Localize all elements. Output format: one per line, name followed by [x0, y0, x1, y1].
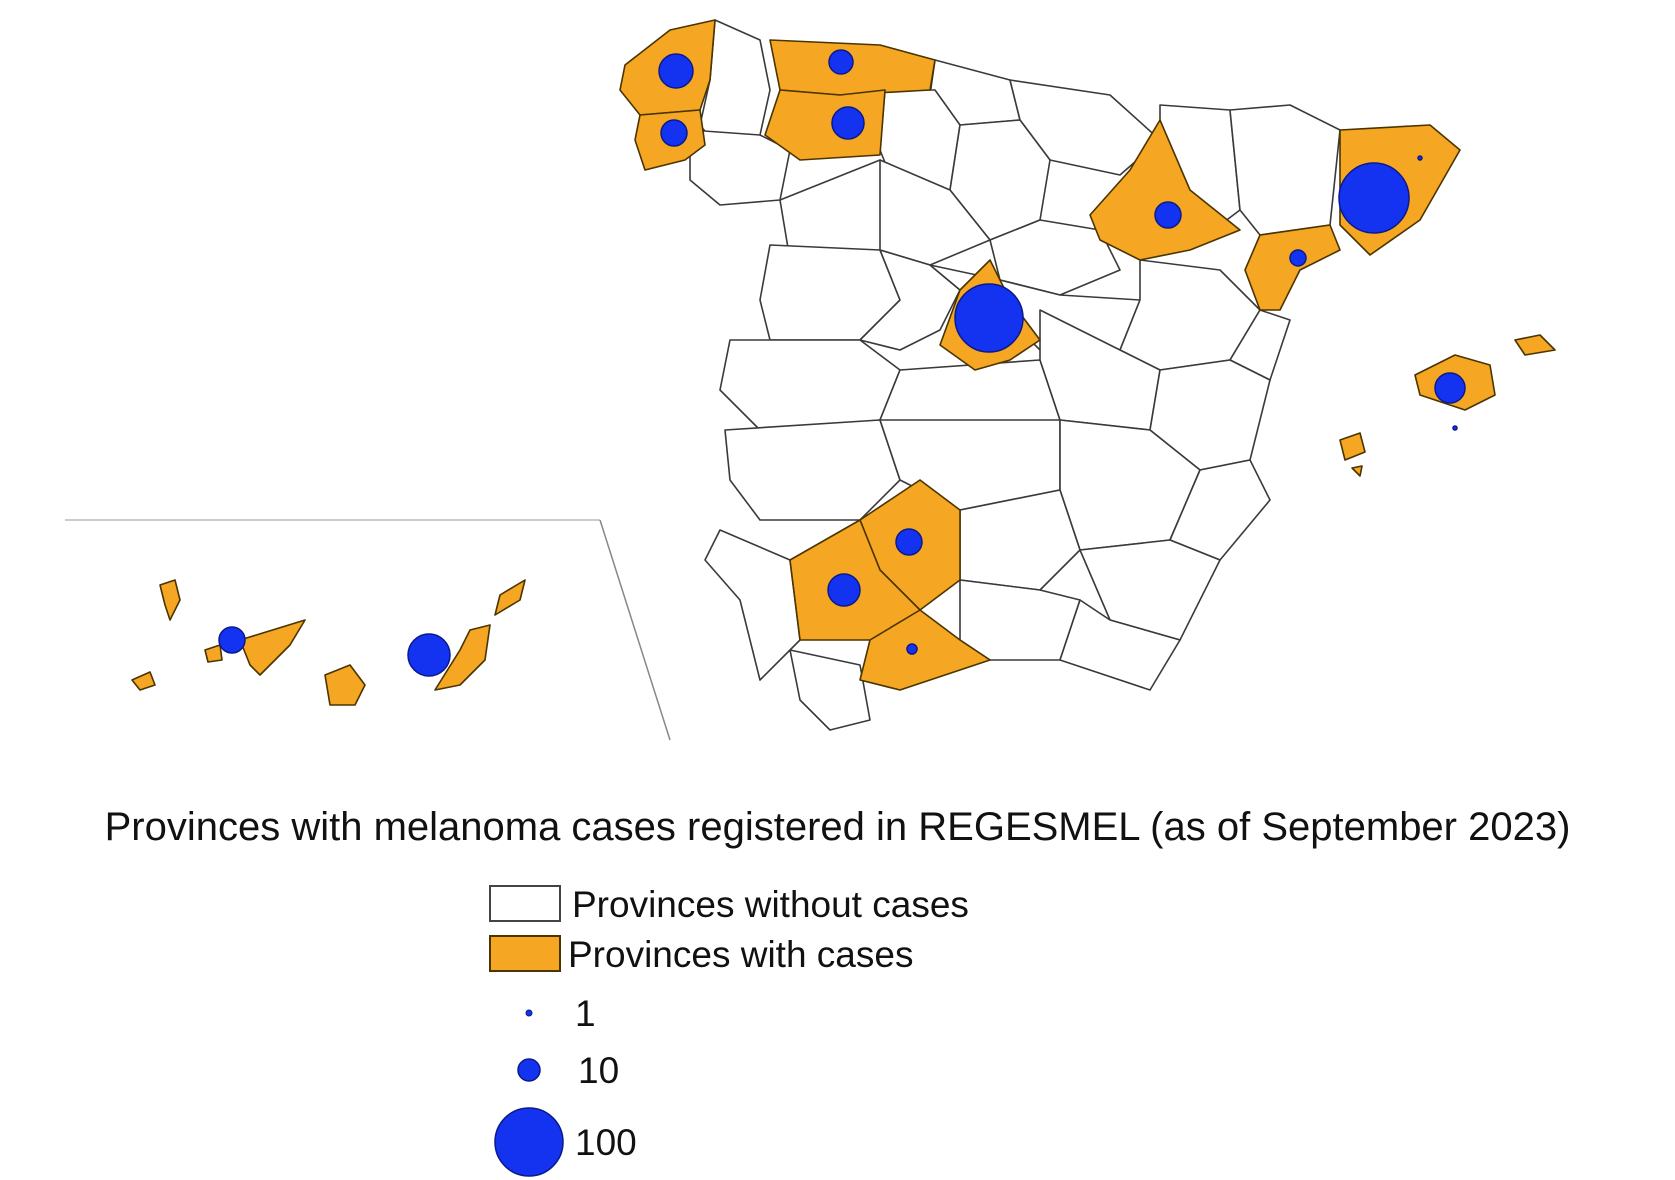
cases-circle-tenerife — [218, 626, 246, 654]
cases-circle-asturias — [828, 49, 854, 75]
province-valladolid — [879, 159, 991, 266]
cases-circle-mallorca — [1434, 372, 1466, 404]
island-tenerife — [239, 619, 306, 676]
province-alicante — [1169, 459, 1271, 561]
province-caceres — [719, 339, 901, 431]
legend-circle-100 — [494, 1107, 564, 1177]
province-murcia — [1079, 539, 1221, 641]
legend-label-100: 100 — [575, 1122, 637, 1163]
cases-circle-leon — [831, 106, 865, 140]
province-badajoz — [724, 419, 901, 521]
legend-circle-1 — [525, 1009, 533, 1017]
province-granada — [959, 579, 1081, 661]
cases-circle-sevilla — [827, 573, 861, 607]
cases-circle-tarragona — [1289, 249, 1307, 267]
province-zaragoza — [1089, 119, 1241, 261]
canary-islands — [131, 579, 526, 706]
cases-circle-cordoba — [895, 528, 923, 556]
case-circles — [218, 49, 1466, 677]
legend-label-without-cases: Provinces without cases — [572, 884, 969, 925]
map-title: Provinces with melanoma cases registered… — [104, 805, 1571, 849]
island-menorca — [1514, 334, 1556, 356]
cases-circle-madrid — [954, 283, 1024, 353]
province-tarragona — [1244, 224, 1341, 311]
canary-inset-side-line — [599, 519, 671, 741]
province-almeria — [1059, 599, 1181, 691]
legend-swatch-with-cases — [489, 935, 561, 972]
cases-circle-mallorca-small — [1452, 425, 1458, 431]
province-huelva — [704, 529, 801, 681]
island-la-gomera — [204, 644, 223, 663]
spain-province-map — [65, 19, 1556, 741]
legend-label-1: 1 — [575, 993, 596, 1034]
cases-circle-a-coruna — [658, 53, 694, 89]
island-la-palma — [159, 579, 181, 621]
cases-circle-barcelona — [1338, 162, 1410, 234]
cases-circle-barcelona-small — [1417, 155, 1423, 161]
cases-circle-malaga — [906, 643, 918, 655]
island-fuerteventura — [434, 624, 491, 691]
province-leon — [764, 89, 886, 161]
cases-circle-pontevedra — [660, 119, 688, 147]
island-gran-canaria — [324, 664, 366, 706]
province-cadiz — [789, 649, 871, 731]
legend-swatch-without-cases — [489, 885, 561, 922]
cases-circle-gran-canaria — [407, 633, 451, 677]
island-el-hierro — [131, 671, 156, 691]
island-ibiza — [1339, 432, 1366, 461]
legend-label-with-cases: Provinces with cases — [568, 934, 914, 975]
cases-circle-zaragoza — [1154, 201, 1182, 229]
island-lanzarote — [494, 579, 526, 616]
provinces-without-cases — [689, 19, 1341, 731]
legend-circle-10 — [517, 1058, 541, 1082]
balearic-islands — [1339, 334, 1556, 477]
province-malaga — [859, 609, 991, 691]
island-formentera — [1351, 465, 1363, 477]
province-huesca — [1229, 104, 1341, 236]
legend-swatches — [489, 885, 564, 1177]
legend-label-10: 10 — [578, 1050, 620, 1091]
